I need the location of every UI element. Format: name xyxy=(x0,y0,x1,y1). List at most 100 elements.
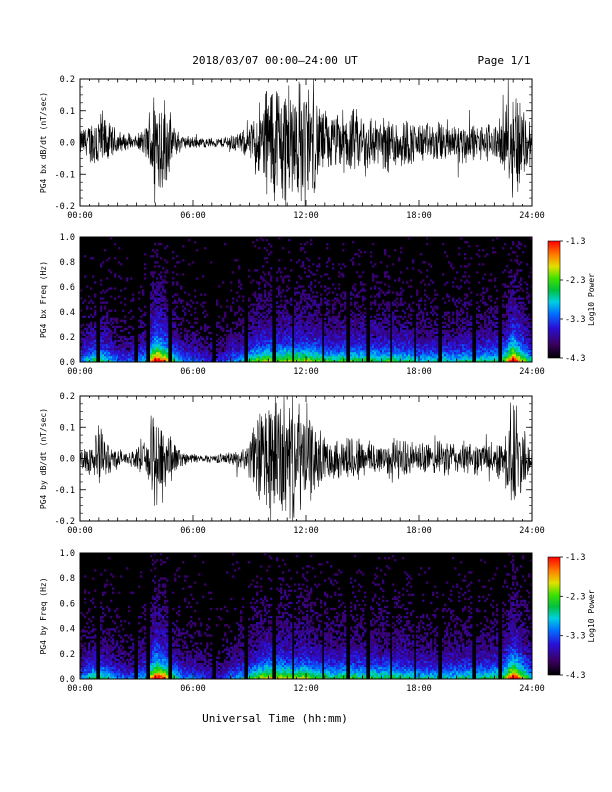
spectrogram-cell xyxy=(464,345,467,349)
spectrogram-cell xyxy=(436,313,439,316)
spectrogram-cell xyxy=(150,329,153,333)
spectrogram-cell xyxy=(80,347,83,351)
spectrogram-cell xyxy=(290,269,293,272)
spectrogram-cell xyxy=(162,337,165,341)
spectrogram-cell xyxy=(458,327,461,331)
spectrogram-cell xyxy=(124,349,127,353)
spectrogram-cell xyxy=(234,353,237,357)
spectrogram-cell xyxy=(130,343,133,347)
spectrogram-cell xyxy=(286,347,289,351)
spectrogram-cell xyxy=(278,351,281,355)
spectrogram-cell xyxy=(444,351,447,355)
spectrogram-cell xyxy=(174,359,177,363)
spectrogram-cell xyxy=(374,339,377,343)
spectrogram-cell xyxy=(80,297,83,300)
spectrogram-cell xyxy=(398,355,401,359)
spectrogram-cell xyxy=(488,311,491,314)
spectrogram-cell xyxy=(200,357,203,361)
spectrogram-cell xyxy=(428,263,431,266)
spectrogram-cell xyxy=(298,307,301,310)
spectrogram-cell xyxy=(172,321,175,324)
spectrogram-cell xyxy=(264,345,267,349)
spectrogram-cell xyxy=(332,303,335,306)
spectrogram-cell xyxy=(158,281,161,284)
spectrogram-cell xyxy=(296,303,299,306)
spectrogram-cell xyxy=(294,311,297,314)
spectrogram-cell xyxy=(84,347,87,351)
spectrogram-cell xyxy=(508,355,511,359)
spectrogram-cell xyxy=(452,359,455,363)
spectrogram-cell xyxy=(382,355,385,359)
spectrogram-cell xyxy=(84,349,87,353)
spectrogram-cell xyxy=(444,329,447,333)
spectrogram-cell xyxy=(318,303,321,306)
spectrogram-cell xyxy=(314,337,317,341)
spectrogram-cell xyxy=(266,355,269,359)
spectrogram-cell xyxy=(360,315,363,318)
spectrogram-cell xyxy=(296,317,299,320)
spectrogram-cell xyxy=(116,339,119,343)
spectrogram-cell xyxy=(250,355,253,359)
spectrogram-cell xyxy=(242,317,245,320)
spectrogram-cell xyxy=(512,345,515,349)
spectrogram-cell xyxy=(184,357,187,361)
spectrogram-cell xyxy=(94,343,97,347)
spectrogram-cell xyxy=(254,245,257,248)
spectrogram-cell xyxy=(338,351,341,355)
spectrogram-cell xyxy=(382,353,385,357)
spectrogram-cell xyxy=(476,319,479,322)
spectrogram-cell xyxy=(112,353,115,357)
spectrogram-cell xyxy=(392,331,395,335)
spectrogram-cell xyxy=(296,287,299,290)
spectrogram-cell xyxy=(188,321,191,324)
spectrogram-cell xyxy=(164,305,167,308)
spectrogram-cell xyxy=(510,353,513,357)
spectrogram-cell xyxy=(354,301,357,304)
spectrogram-cell xyxy=(256,327,259,331)
spectrogram-cell xyxy=(378,331,381,335)
spectrogram-cell xyxy=(144,349,147,353)
spectrogram-cell xyxy=(484,323,487,327)
spectrogram-cell xyxy=(418,303,421,306)
spectrogram-cell xyxy=(158,339,161,343)
spectrogram-cell xyxy=(468,287,471,290)
spectrogram-cell xyxy=(208,331,211,335)
spectrogram-cell xyxy=(120,337,123,341)
spectrogram-cell xyxy=(304,347,307,351)
spectrogram-cell xyxy=(464,355,467,359)
spectrogram-cell xyxy=(248,343,251,347)
spectrogram-cell xyxy=(504,345,507,349)
spectrogram-cell xyxy=(108,347,111,351)
spectrogram-cell xyxy=(456,339,459,343)
spectrogram-cell xyxy=(284,267,287,270)
spectrogram-cell xyxy=(416,337,419,341)
spectrogram-cell xyxy=(304,341,307,345)
spectrogram-cell xyxy=(216,359,219,363)
spectrogram-cell xyxy=(320,275,323,278)
spectrogram-cell xyxy=(494,277,497,280)
spectrogram-cell xyxy=(154,309,157,312)
spectrogram-cell xyxy=(398,341,401,345)
spectrogram-cell xyxy=(420,359,423,363)
spectrogram-cell xyxy=(506,311,509,314)
spectrogram-cell xyxy=(186,345,189,349)
spectrogram-cell xyxy=(224,313,227,316)
spectrogram-cell xyxy=(376,337,379,341)
spectrogram-cell xyxy=(180,343,183,347)
spectrogram-cell xyxy=(490,345,493,349)
spectrogram-cell xyxy=(140,325,143,329)
spectrogram-cell xyxy=(470,339,473,343)
spectrogram-cell xyxy=(430,337,433,341)
spectrogram-cell xyxy=(456,359,459,363)
spectrogram-cell xyxy=(488,331,491,335)
spectrogram-cell xyxy=(104,359,107,363)
spectrogram-cell xyxy=(222,355,225,359)
spectrogram-cell xyxy=(216,339,219,343)
spectrogram-cell xyxy=(250,303,253,306)
spectrogram-cell xyxy=(400,315,403,318)
spectrogram-cell xyxy=(422,351,425,355)
spectrogram-cell xyxy=(240,345,243,349)
spectrogram-cell xyxy=(192,325,195,329)
spectrogram-cell xyxy=(298,317,301,320)
spectrogram-cell xyxy=(172,329,175,333)
